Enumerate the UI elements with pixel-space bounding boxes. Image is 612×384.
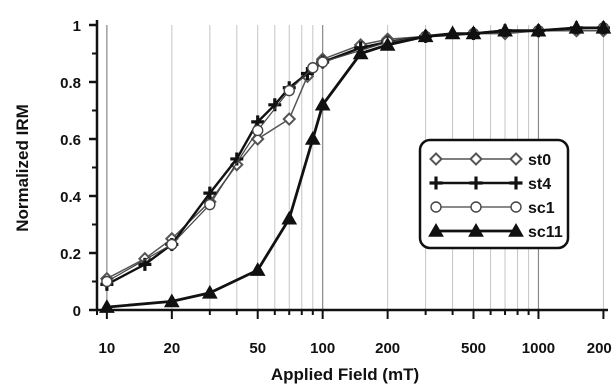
x-axis-title: Applied Field (mT) [271,365,419,384]
legend-marker-sc1 [470,201,482,213]
legend-label-sc1: sc1 [528,200,555,217]
y-tick-label: 1 [73,18,81,35]
x-tick-label: 200 [375,340,400,357]
legend-marker-sc11 [468,222,484,237]
data-point-sc11 [163,293,180,308]
axes: 0 0.2 0.4 0.6 0.8 1 10 20 50 100 200 500 1000 2000 [60,18,612,357]
legend-label-st4: st4 [528,176,551,193]
data-point-sc11 [568,19,585,34]
legend-marker-sc1 [430,201,442,213]
legend-marker-st0 [509,152,523,166]
x-tick-label: 2000 [587,340,612,357]
x-tick-label: 500 [461,340,486,357]
y-tick-label: 0.8 [60,75,81,92]
data-point-sc11 [530,22,547,37]
series-group [99,19,612,313]
data-point-sc1 [204,198,216,211]
legend-marker-sc11 [428,222,444,237]
x-tick-label: 1000 [522,340,555,357]
legend-box [418,138,570,250]
legend-marker-st4 [429,176,443,190]
data-point-sc1 [166,238,178,251]
legend-marker-st4 [509,176,523,190]
x-tick-label: 100 [310,340,335,357]
data-point-sc1 [101,275,113,288]
legend-label-sc11: sc11 [528,224,563,241]
data-point-sc11 [497,22,513,37]
data-point-sc1 [307,62,319,74]
data-point-sc11 [444,25,461,40]
legend-marker-st0 [429,152,443,166]
y-tick-label: 0.2 [60,246,81,263]
data-point-sc1 [283,84,295,97]
data-point-sc1 [252,124,264,137]
legend-item-sc11: sc11 [428,222,563,241]
legend-item-st4: st4 [429,176,551,193]
series-sc11 [99,19,612,313]
series-line-sc11 [106,26,604,309]
data-point-sc11 [379,36,396,51]
legend-item-st0: st0 [429,152,551,169]
legend-label-st0: st0 [528,152,551,169]
legend-item-sc1: sc1 [430,200,555,217]
legend: st0 st4 sc1 sc11 [418,138,570,250]
data-point-sc11 [201,284,218,299]
x-tick-label: 20 [163,340,180,357]
data-point-sc11 [465,25,482,40]
data-point-sc11 [314,96,331,111]
data-point-sc11 [281,210,298,225]
data-point-sc11 [417,28,434,43]
data-point-sc11 [304,130,321,145]
x-tick-label: 10 [99,340,116,357]
data-point-st4 [203,186,217,200]
data-point-sc1 [316,56,329,68]
data-point-st0 [282,112,297,126]
y-tick-label: 0.6 [60,132,81,149]
x-tick-label: 50 [249,340,266,357]
y-axis-title: Normalized IRM [13,104,32,232]
data-point-sc11 [99,299,115,313]
data-point-sc11 [249,262,266,276]
legend-marker-st0 [469,152,483,166]
y-tick-label: 0 [73,303,81,320]
data-point-sc11 [595,19,612,34]
legend-marker-sc1 [510,201,522,213]
y-tick-label: 0.4 [60,189,82,206]
data-point-sc11 [352,45,369,60]
legend-marker-st4 [469,176,483,190]
legend-marker-sc11 [508,222,524,237]
